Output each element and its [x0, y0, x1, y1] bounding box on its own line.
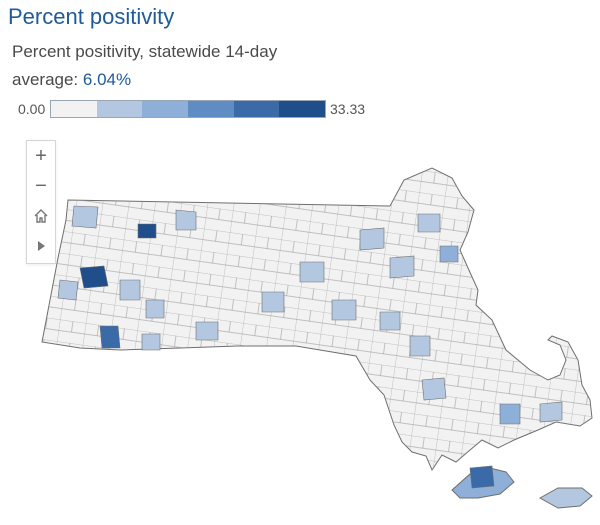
- map-controls: + −: [26, 140, 56, 264]
- legend-segment-4: [188, 101, 234, 117]
- town-shape[interactable]: [439, 245, 459, 263]
- town-shape[interactable]: [499, 403, 521, 425]
- legend-segment-1: [51, 101, 97, 117]
- zoom-out-button[interactable]: −: [27, 171, 55, 201]
- subtitle: Percent positivity, statewide 14-day ave…: [12, 38, 342, 94]
- town-shape[interactable]: [409, 335, 431, 357]
- legend-max-label: 33.33: [330, 101, 366, 117]
- town-shape[interactable]: [379, 311, 401, 331]
- play-button[interactable]: [27, 231, 55, 261]
- town-shape[interactable]: [141, 333, 161, 351]
- town-shape[interactable]: [421, 377, 447, 401]
- town-shape[interactable]: [359, 227, 385, 251]
- town-shape[interactable]: [331, 299, 357, 321]
- home-icon: [34, 209, 48, 223]
- town-shape[interactable]: [389, 255, 415, 279]
- subtitle-text: Percent positivity, statewide 14-day: [12, 42, 278, 61]
- nantucket[interactable]: [538, 487, 593, 509]
- minus-icon: −: [35, 174, 47, 197]
- town-shape[interactable]: [261, 291, 285, 313]
- zoom-in-button[interactable]: +: [27, 141, 55, 171]
- town-shape[interactable]: [137, 223, 157, 239]
- town-shape[interactable]: [119, 279, 141, 301]
- town-shape[interactable]: [145, 299, 165, 319]
- town-shape[interactable]: [71, 205, 99, 229]
- town-shape[interactable]: [175, 209, 197, 231]
- town-shape[interactable]: [79, 265, 109, 289]
- town-shape[interactable]: [195, 321, 219, 341]
- legend-segment-5: [233, 101, 280, 117]
- legend-segment-2: [96, 101, 143, 117]
- town-shape[interactable]: [57, 279, 79, 301]
- town-shape[interactable]: [99, 325, 121, 349]
- legend-segment-3: [142, 101, 189, 117]
- state-outline: [41, 167, 593, 509]
- town-fills: [57, 205, 563, 489]
- home-button[interactable]: [27, 201, 55, 231]
- town-shape[interactable]: [539, 401, 563, 423]
- plus-icon: +: [35, 144, 47, 167]
- subtitle-prefix: average:: [12, 70, 83, 89]
- town-shape[interactable]: [469, 465, 495, 489]
- legend-segment-6: [279, 101, 326, 117]
- play-icon: [38, 241, 45, 251]
- town-shape[interactable]: [417, 213, 441, 233]
- legend-min-label: 0.00: [18, 101, 46, 117]
- legend-color-bar: [50, 100, 326, 118]
- statewide-average-value: 6.04%: [82, 70, 132, 89]
- town-shape[interactable]: [299, 261, 325, 283]
- page-title: Percent positivity: [8, 4, 175, 29]
